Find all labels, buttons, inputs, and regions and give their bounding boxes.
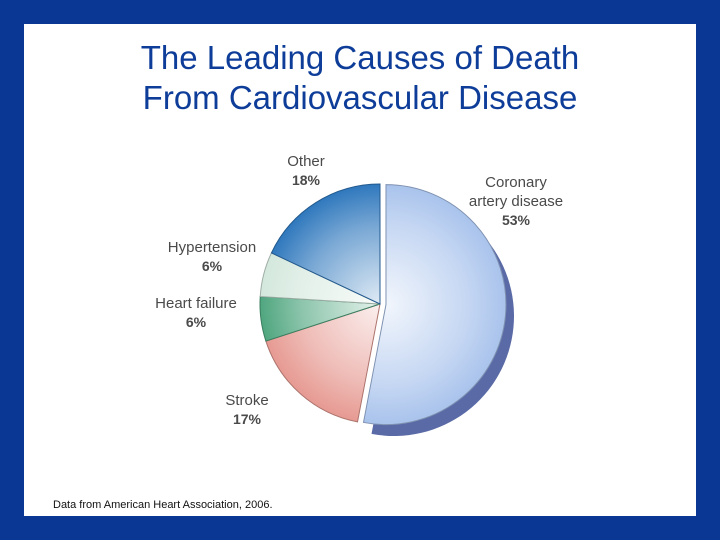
title-line-1: The Leading Causes of Death <box>140 39 580 76</box>
slice-label-coronary-artery-disease: Coronary artery disease 53% <box>469 174 563 228</box>
slice-label-other: Other 18% <box>287 153 325 188</box>
pie-slices <box>259 183 507 425</box>
pie-slice-other <box>270 183 381 305</box>
pie-labels: Coronary artery disease 53% Stroke 17% Heart … <box>155 153 563 427</box>
slice-name-heart-failure: Heart failure <box>155 295 237 312</box>
source-note: Data from American Heart Association, 20… <box>53 499 273 511</box>
slice-name-stroke: Stroke <box>225 392 268 409</box>
slice-label-heart-failure: Heart failure 6% <box>155 295 237 330</box>
slice-name-other: Other <box>287 153 325 170</box>
slice-name-coronary-artery-disease: artery disease <box>469 193 563 210</box>
slice-value-heart-failure: 6% <box>186 314 207 330</box>
slice-name-coronary-artery-disease: Coronary <box>485 174 547 191</box>
pie-slice-coronary-artery-disease <box>362 184 507 425</box>
slide-title: The Leading Causes of Death From Cardiov… <box>24 38 696 118</box>
slice-value-other: 18% <box>292 172 321 188</box>
slice-label-stroke: Stroke 17% <box>225 392 268 427</box>
slice-value-coronary-artery-disease: 53% <box>502 212 531 228</box>
slice-name-hypertension: Hypertension <box>168 239 256 256</box>
slice-label-hypertension: Hypertension 6% <box>168 239 256 274</box>
slice-value-hypertension: 6% <box>202 258 223 274</box>
pie-slice-stroke <box>265 303 381 423</box>
title-line-2: From Cardiovascular Disease <box>142 79 578 116</box>
slice-value-stroke: 17% <box>233 411 262 427</box>
